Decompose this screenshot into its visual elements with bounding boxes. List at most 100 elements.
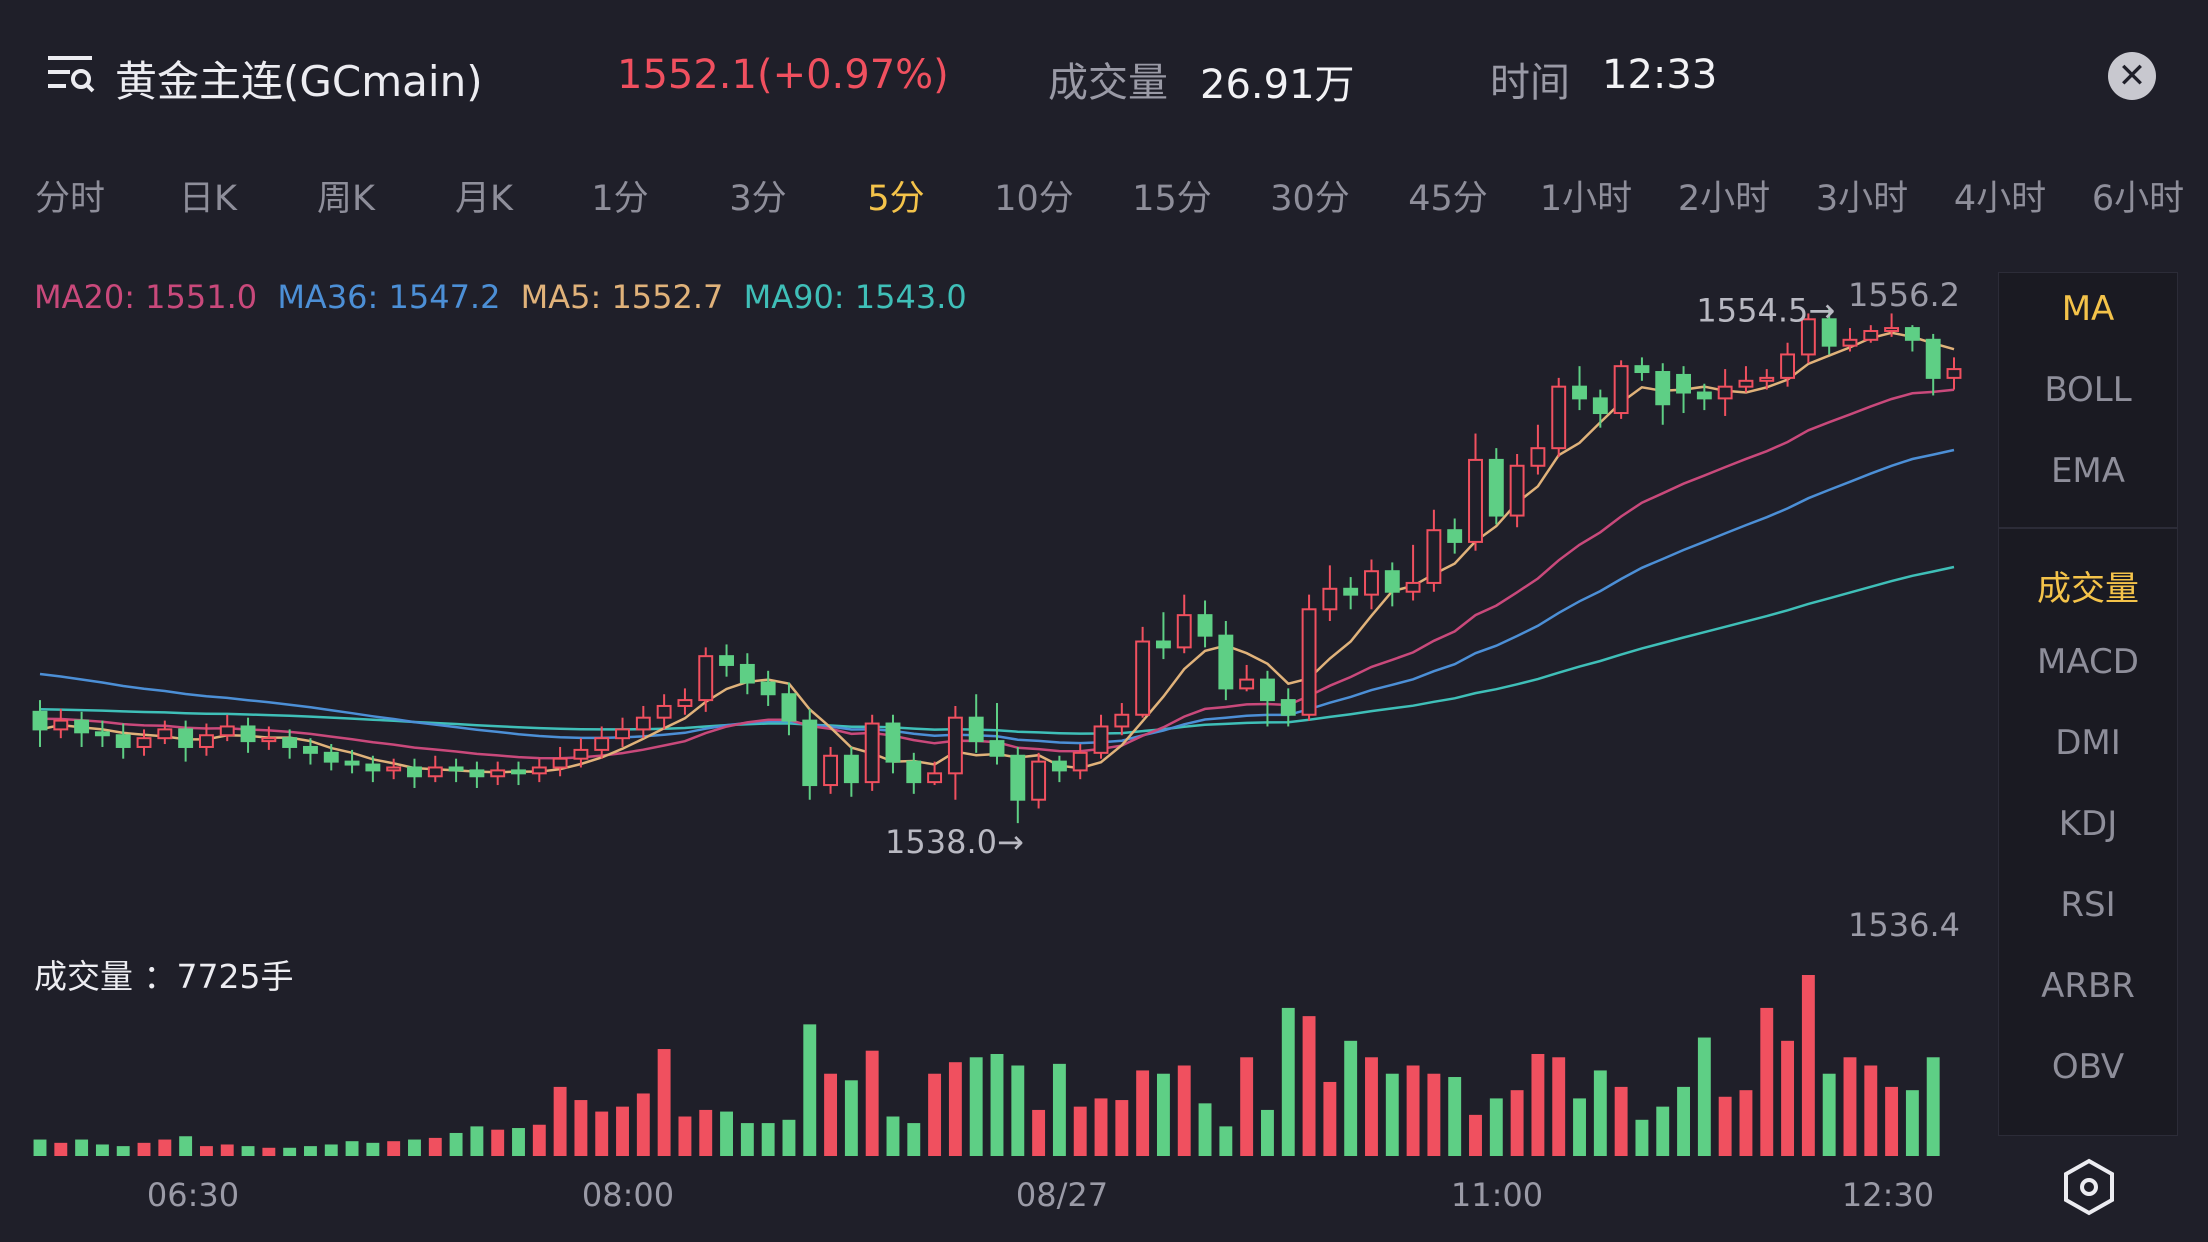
candle-up xyxy=(677,699,693,707)
volume-bar xyxy=(158,1139,172,1156)
candle-down xyxy=(94,731,110,737)
indicator-sub-4[interactable]: RSI xyxy=(2060,885,2116,925)
candle-up xyxy=(1426,529,1442,584)
candle-up xyxy=(1946,368,1962,379)
candle-up xyxy=(198,734,214,748)
tab-7[interactable]: 10分 xyxy=(994,179,1074,219)
volume-bar xyxy=(678,1116,692,1156)
settings-icon[interactable] xyxy=(2062,1158,2116,1216)
candle-down xyxy=(781,693,797,722)
volume-bar xyxy=(33,1139,47,1156)
volume-bar xyxy=(1281,1007,1295,1156)
volume-bar xyxy=(740,1123,754,1156)
candle-down xyxy=(1634,365,1650,374)
x-tick-label: 12:30 xyxy=(1841,1176,1935,1214)
indicator-main-0[interactable]: MA xyxy=(2061,289,2115,329)
candle-down xyxy=(469,769,485,778)
volume-bar xyxy=(387,1141,401,1156)
candle-down xyxy=(448,766,464,772)
volume-bar xyxy=(449,1132,463,1156)
price-axis-max: 1556.2 xyxy=(1848,276,1960,314)
volume-bar xyxy=(1905,1090,1919,1156)
volume-bar xyxy=(1073,1106,1087,1156)
close-button[interactable]: ✕ xyxy=(2108,52,2156,100)
volume-bar xyxy=(1843,1057,1857,1156)
indicator-sub-6[interactable]: OBV xyxy=(2051,1047,2125,1087)
candle-up xyxy=(594,737,610,751)
volume-bar xyxy=(304,1146,317,1156)
volume-bar xyxy=(969,1057,983,1156)
candle-down xyxy=(32,710,48,731)
indicator-sub-5[interactable]: ARBR xyxy=(2041,966,2135,1006)
candle-down xyxy=(760,681,776,696)
volume-bar xyxy=(1052,1063,1066,1156)
indicator-sub-1[interactable]: MACD xyxy=(2037,642,2139,682)
volume-bar xyxy=(1510,1090,1524,1156)
indicator-main-2[interactable]: EMA xyxy=(2050,451,2126,491)
volume-bar xyxy=(1885,1086,1899,1156)
volume-bar xyxy=(1760,1007,1774,1156)
candle-down xyxy=(1655,371,1671,406)
volume-bar xyxy=(1593,1070,1607,1156)
tab-14[interactable]: 4小时 xyxy=(1953,179,2047,219)
volume-bar xyxy=(1926,1057,1940,1156)
tab-2[interactable]: 周K xyxy=(317,179,375,219)
volume-bar xyxy=(1385,1073,1399,1156)
tab-12[interactable]: 2小时 xyxy=(1677,179,1771,219)
candle-up xyxy=(1863,330,1879,341)
candle-up xyxy=(1551,385,1567,450)
candle-down xyxy=(1696,391,1712,400)
price-axis-min: 1536.4 xyxy=(1848,906,1960,944)
volume-bar xyxy=(116,1146,130,1156)
ma36-value: MA36: 1547.2 xyxy=(277,278,501,316)
tab-11[interactable]: 1小时 xyxy=(1539,179,1633,219)
tab-8[interactable]: 15分 xyxy=(1132,179,1212,219)
ma90-value: MA90: 1543.0 xyxy=(743,278,967,316)
volume-bar xyxy=(241,1146,255,1156)
candle-up xyxy=(1072,751,1088,772)
volume-bar xyxy=(1011,1065,1025,1156)
tab-6[interactable]: 5分 xyxy=(867,179,925,219)
volume-bar xyxy=(1427,1073,1441,1156)
tab-0[interactable]: 分时 xyxy=(34,179,106,219)
candle-up xyxy=(1322,587,1338,611)
candle-up xyxy=(1405,581,1421,593)
volume-bar xyxy=(324,1144,338,1156)
tab-4[interactable]: 1分 xyxy=(591,179,649,219)
candle-up xyxy=(615,728,630,740)
candle-up xyxy=(1364,570,1379,596)
volume-bar xyxy=(1801,975,1815,1156)
candle-up xyxy=(1759,376,1775,382)
candle-down xyxy=(74,719,90,734)
indicator-sub-3[interactable]: KDJ xyxy=(2058,804,2118,844)
header: 黄金主连(GCmain) 1552.1(+0.97%) 成交量 26.91万 时… xyxy=(0,0,2208,150)
candle-down xyxy=(511,769,526,775)
volume-bar xyxy=(1635,1119,1649,1156)
volume-bar xyxy=(865,1050,879,1156)
tab-9[interactable]: 30分 xyxy=(1270,179,1350,219)
volume-bar xyxy=(1136,1070,1150,1156)
indicator-main-1[interactable]: BOLL xyxy=(2044,370,2132,410)
indicator-sub-2[interactable]: DMI xyxy=(2055,723,2121,763)
candle-up xyxy=(490,769,506,778)
candle-up xyxy=(1800,318,1816,356)
tab-3[interactable]: 月K xyxy=(455,179,513,219)
candle-up xyxy=(864,722,880,784)
ma-legend: MA20: 1551.0 MA36: 1547.2 MA5: 1552.7 MA… xyxy=(34,278,977,316)
tab-15[interactable]: 6小时 xyxy=(2091,179,2185,219)
ma20-value: MA20: 1551.0 xyxy=(34,278,258,316)
tab-5[interactable]: 3分 xyxy=(729,179,787,219)
candle-up xyxy=(1468,458,1483,543)
volume-bar xyxy=(720,1111,733,1156)
candle-down xyxy=(1260,678,1275,702)
menu-search-icon[interactable] xyxy=(46,52,96,96)
tab-13[interactable]: 3小时 xyxy=(1815,179,1909,219)
indicator-sub-0[interactable]: 成交量 xyxy=(2037,569,2139,609)
candle-up xyxy=(1031,760,1047,801)
tab-1[interactable]: 日K xyxy=(179,179,237,219)
x-tick-label: 08:00 xyxy=(581,1176,675,1214)
tab-10[interactable]: 45分 xyxy=(1408,179,1488,219)
volume-bar xyxy=(595,1111,609,1156)
indicator-divider xyxy=(1999,527,2177,529)
